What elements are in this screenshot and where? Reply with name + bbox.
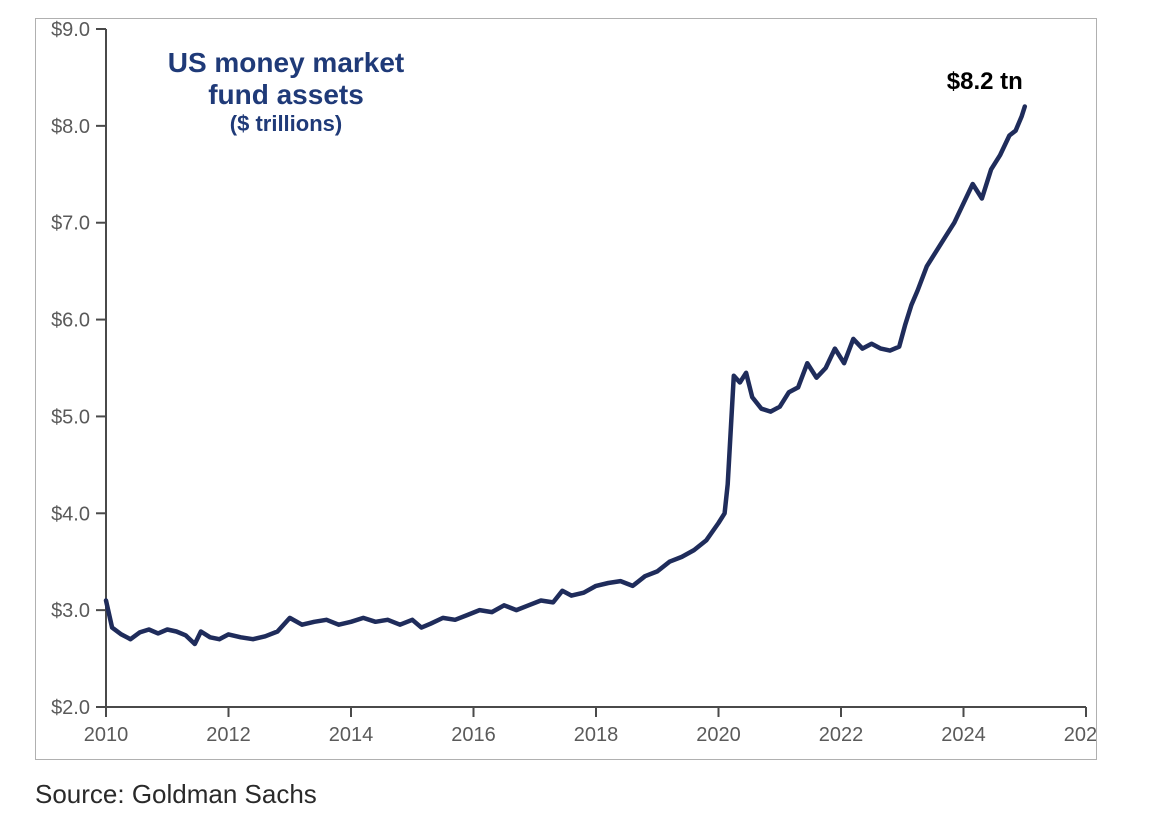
chart-panel: $2.0 $3.0 $4.0 $5.0 $6.0 $7.0 $8.0 $9.0 2010 2012… [35, 18, 1097, 760]
x-axis-tick-label: 2010 [84, 724, 129, 746]
x-axis-tick-label: 2022 [819, 724, 864, 746]
chart-title-line1: US money market [126, 47, 446, 79]
y-axis-tick-label: $6.0 [51, 310, 90, 332]
y-axis-tick-label: $5.0 [51, 406, 90, 428]
x-axis-tick-label: 2020 [696, 724, 741, 746]
chart-title-line3: ($ trillions) [126, 111, 446, 137]
series-line [106, 107, 1025, 645]
x-axis-tick-label: 2014 [329, 724, 374, 746]
chart-container: $2.0 $3.0 $4.0 $5.0 $6.0 $7.0 $8.0 $9.0 2010 2012… [0, 0, 1163, 828]
y-axis-tick-label: $7.0 [51, 213, 90, 235]
y-axis-tick-label: $9.0 [51, 19, 90, 41]
chart-title-line2: fund assets [126, 79, 446, 111]
x-axis-tick-label: 2026 [1064, 724, 1096, 746]
x-axis-tick-label: 2018 [574, 724, 619, 746]
source-caption: Source: Goldman Sachs [35, 779, 317, 810]
x-axis-tick-label: 2024 [941, 724, 986, 746]
y-axis-tick-label: $4.0 [51, 503, 90, 525]
y-axis-tick-label: $8.0 [51, 116, 90, 138]
x-axis-tick-label: 2016 [451, 724, 496, 746]
x-axis-tick-label: 2012 [206, 724, 251, 746]
y-axis-tick-label: $3.0 [51, 600, 90, 622]
chart-title: US money market fund assets ($ trillions… [126, 47, 446, 138]
series-end-label: $8.2 tn [947, 68, 1023, 96]
y-axis-tick-label: $2.0 [51, 697, 90, 719]
